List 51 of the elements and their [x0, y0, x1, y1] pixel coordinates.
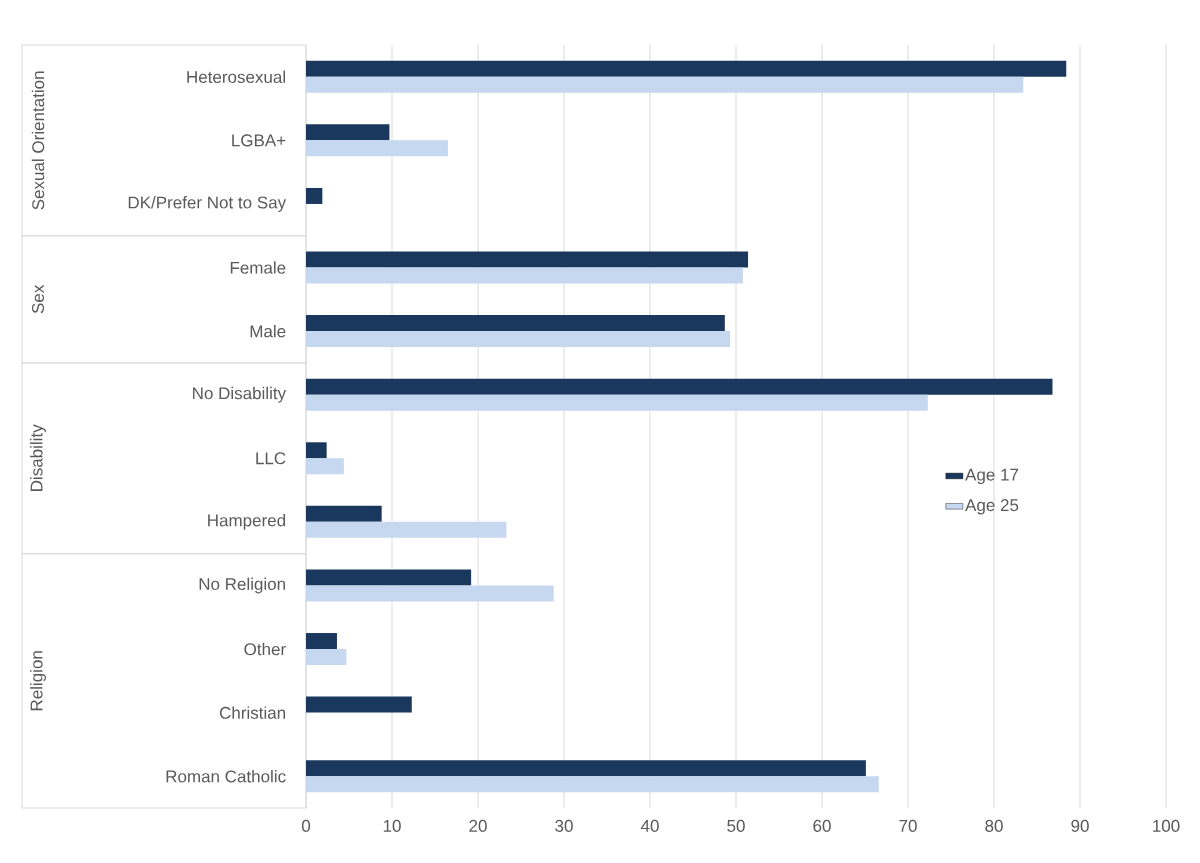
legend-label: Age 25 [965, 499, 1019, 515]
x-tick-label: 30 [555, 819, 573, 832]
text: Disability [30, 424, 46, 491]
bar [306, 569, 472, 586]
y-tick-label: LGBA+ [232, 134, 286, 147]
bar [306, 521, 507, 538]
y-tick-label: LLC [256, 452, 286, 465]
y-tick-label: DK/Prefer Not to Say [128, 196, 287, 212]
text: Sex [31, 284, 45, 314]
y-tick-label: Roman Catholic [166, 769, 286, 783]
bar [306, 251, 749, 268]
bar [306, 76, 1024, 93]
x-tick-label: 0 [301, 819, 311, 832]
bar [306, 140, 448, 157]
bar [306, 585, 554, 602]
y-tick-label: No Disability [193, 386, 287, 403]
x-tick-label: 10 [383, 819, 401, 832]
bar [306, 776, 879, 793]
y-tick-label: Heterosexual [187, 70, 285, 84]
x-tick-label: 90 [1071, 819, 1089, 832]
y-tick-label: No Religion [199, 577, 285, 594]
legend-label: Age 17 [965, 468, 1019, 485]
text: Religion [30, 651, 46, 711]
bar [306, 760, 866, 777]
y-tick-label: Christian [219, 706, 286, 719]
bar [306, 187, 323, 204]
bar [306, 60, 1067, 77]
text: Sexual Orientation [31, 71, 45, 210]
bar [306, 696, 412, 713]
x-tick-label: 20 [469, 819, 487, 832]
x-tick-label: 80 [985, 819, 1003, 832]
bar [306, 315, 725, 332]
y-tick-label: Female [230, 261, 286, 274]
x-tick-label: 60 [813, 819, 831, 832]
bar [306, 442, 327, 459]
bar [306, 124, 390, 141]
bar [306, 649, 347, 666]
x-tick-label: 70 [899, 819, 917, 832]
bar [306, 633, 337, 650]
bar [306, 458, 344, 475]
x-tick-label: 100 [1153, 819, 1180, 832]
x-tick-label: 40 [640, 819, 659, 832]
bar [306, 331, 730, 348]
x-tick-label: 50 [727, 819, 745, 832]
y-tick-label: Other [244, 642, 286, 656]
y-tick-label: Hampered [208, 513, 286, 530]
bar [306, 394, 928, 411]
bar [306, 267, 743, 284]
y-tick-label: Male [250, 324, 286, 338]
bar [306, 378, 1053, 395]
bar [306, 505, 382, 522]
